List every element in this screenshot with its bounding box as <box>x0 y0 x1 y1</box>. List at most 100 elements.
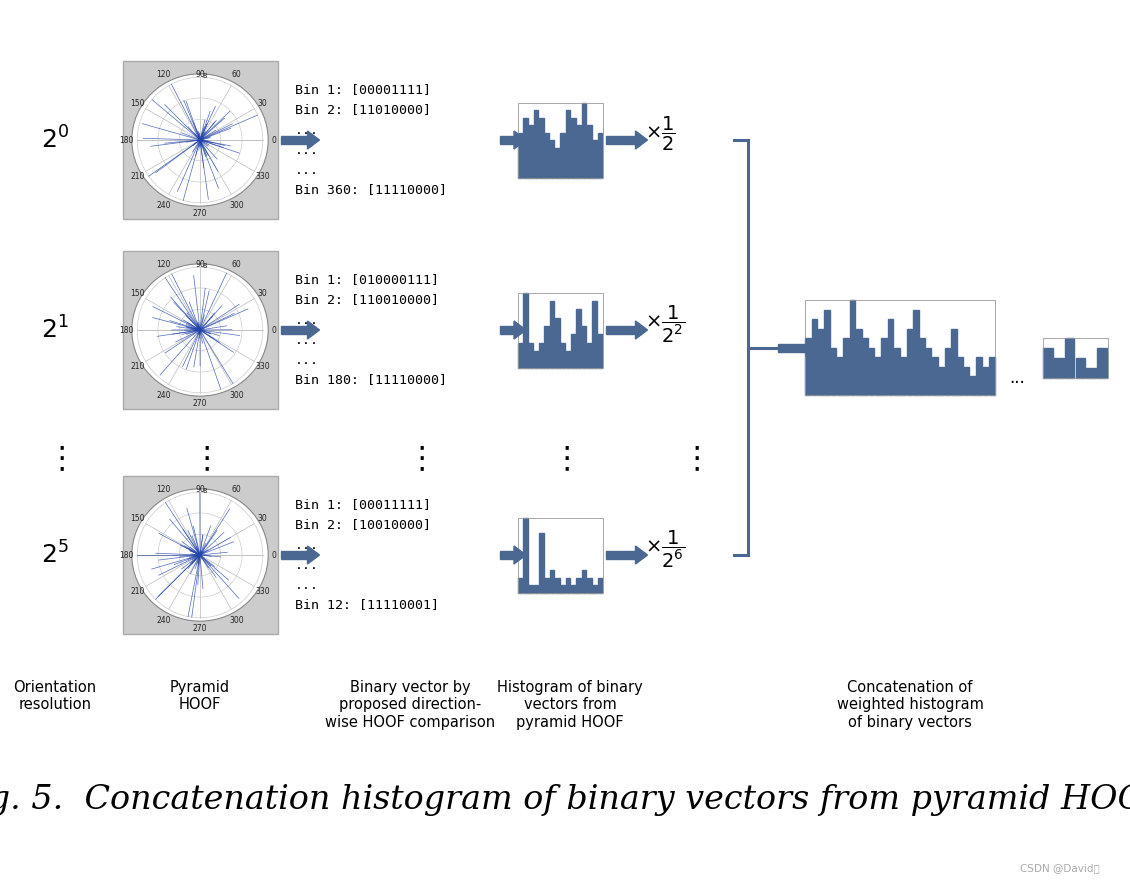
Bar <box>499 136 514 144</box>
Text: ...: ... <box>295 123 319 136</box>
Bar <box>523 118 528 178</box>
Bar <box>566 110 571 178</box>
Bar <box>869 348 875 395</box>
Text: 8: 8 <box>202 73 207 79</box>
Bar <box>925 348 931 395</box>
Bar <box>586 342 592 368</box>
Text: $2^{5}$: $2^{5}$ <box>41 541 69 568</box>
Bar <box>592 301 597 368</box>
Bar <box>945 348 950 395</box>
Bar <box>545 577 549 592</box>
Bar <box>571 585 575 592</box>
Text: 0: 0 <box>271 136 276 144</box>
Text: $\vdots$: $\vdots$ <box>680 445 699 474</box>
Text: 180: 180 <box>119 326 133 334</box>
Bar <box>970 376 975 395</box>
Bar <box>920 338 925 395</box>
Text: Histogram of binary
vectors from
pyramid HOOF: Histogram of binary vectors from pyramid… <box>497 680 643 730</box>
Text: ...: ... <box>1009 369 1025 387</box>
Text: 30: 30 <box>258 99 268 108</box>
Bar <box>837 357 843 395</box>
Polygon shape <box>514 546 525 564</box>
Bar <box>806 338 811 395</box>
Bar <box>586 577 592 592</box>
Text: 150: 150 <box>130 290 145 298</box>
Text: 210: 210 <box>130 362 145 370</box>
Text: Pyramid
HOOF: Pyramid HOOF <box>170 680 231 713</box>
Bar <box>518 133 522 178</box>
Bar <box>1086 368 1096 378</box>
Text: 60: 60 <box>232 260 241 268</box>
Bar <box>598 577 602 592</box>
Bar <box>518 342 522 368</box>
Bar <box>913 310 919 395</box>
Bar <box>989 357 994 395</box>
Bar <box>1054 357 1063 378</box>
Bar <box>606 551 635 559</box>
Bar <box>592 140 597 178</box>
Text: $\vdots$: $\vdots$ <box>550 445 570 474</box>
Text: 270: 270 <box>193 209 207 218</box>
Bar <box>280 136 307 144</box>
Bar <box>857 328 861 395</box>
Text: 8: 8 <box>202 488 207 494</box>
Text: 120: 120 <box>157 485 171 494</box>
Bar <box>805 300 996 395</box>
Bar <box>529 125 533 178</box>
Bar <box>533 110 538 178</box>
Bar <box>894 348 899 395</box>
Text: 240: 240 <box>157 392 171 400</box>
Text: 0: 0 <box>271 551 276 560</box>
Bar <box>539 118 544 178</box>
Text: $\vdots$: $\vdots$ <box>191 445 209 474</box>
Text: 240: 240 <box>157 616 171 626</box>
Text: 300: 300 <box>229 392 244 400</box>
Text: 300: 300 <box>229 202 244 210</box>
Text: Bin 180: [11110000]: Bin 180: [11110000] <box>295 373 447 386</box>
Bar <box>1043 338 1107 378</box>
Bar <box>938 366 944 395</box>
Text: $2^{0}$: $2^{0}$ <box>41 127 69 154</box>
Bar <box>560 585 565 592</box>
Bar <box>843 338 849 395</box>
Bar <box>529 585 533 592</box>
Text: Bin 1: [010000111]: Bin 1: [010000111] <box>295 274 438 287</box>
Bar <box>555 148 559 178</box>
Bar <box>811 319 817 395</box>
Bar <box>598 133 602 178</box>
Ellipse shape <box>132 489 268 621</box>
Text: 60: 60 <box>232 485 241 494</box>
Bar <box>518 102 602 178</box>
Text: Bin 2: [110010000]: Bin 2: [110010000] <box>295 294 438 306</box>
Text: Concatenation of
weighted histogram
of binary vectors: Concatenation of weighted histogram of b… <box>836 680 983 730</box>
Bar <box>957 357 963 395</box>
Bar <box>518 292 602 368</box>
Bar <box>901 357 906 395</box>
Bar <box>1043 348 1053 378</box>
Bar <box>976 357 982 395</box>
Bar <box>122 476 278 634</box>
Text: Bin 2: [10010000]: Bin 2: [10010000] <box>295 518 431 532</box>
Bar <box>523 517 528 592</box>
Text: Bin 360: [11110000]: Bin 360: [11110000] <box>295 184 447 196</box>
Bar <box>539 342 544 368</box>
Bar <box>598 334 602 368</box>
Bar <box>582 102 586 178</box>
Bar <box>566 577 571 592</box>
Bar <box>529 342 533 368</box>
Bar <box>549 301 555 368</box>
Bar <box>566 351 571 368</box>
Bar <box>576 309 581 368</box>
Bar <box>951 328 957 395</box>
Text: $\times\dfrac{1}{2}$: $\times\dfrac{1}{2}$ <box>645 115 676 153</box>
Polygon shape <box>635 321 647 339</box>
Text: Fig. 5.  Concatenation histogram of binary vectors from pyramid HOOF.: Fig. 5. Concatenation histogram of binar… <box>0 784 1130 816</box>
Bar <box>881 338 887 395</box>
Text: 8: 8 <box>202 263 207 269</box>
Text: Bin 2: [11010000]: Bin 2: [11010000] <box>295 104 431 116</box>
Polygon shape <box>806 339 818 356</box>
Text: $\vdots$: $\vdots$ <box>45 445 64 474</box>
Bar <box>499 551 514 559</box>
Bar <box>576 577 581 592</box>
Bar <box>549 570 555 592</box>
